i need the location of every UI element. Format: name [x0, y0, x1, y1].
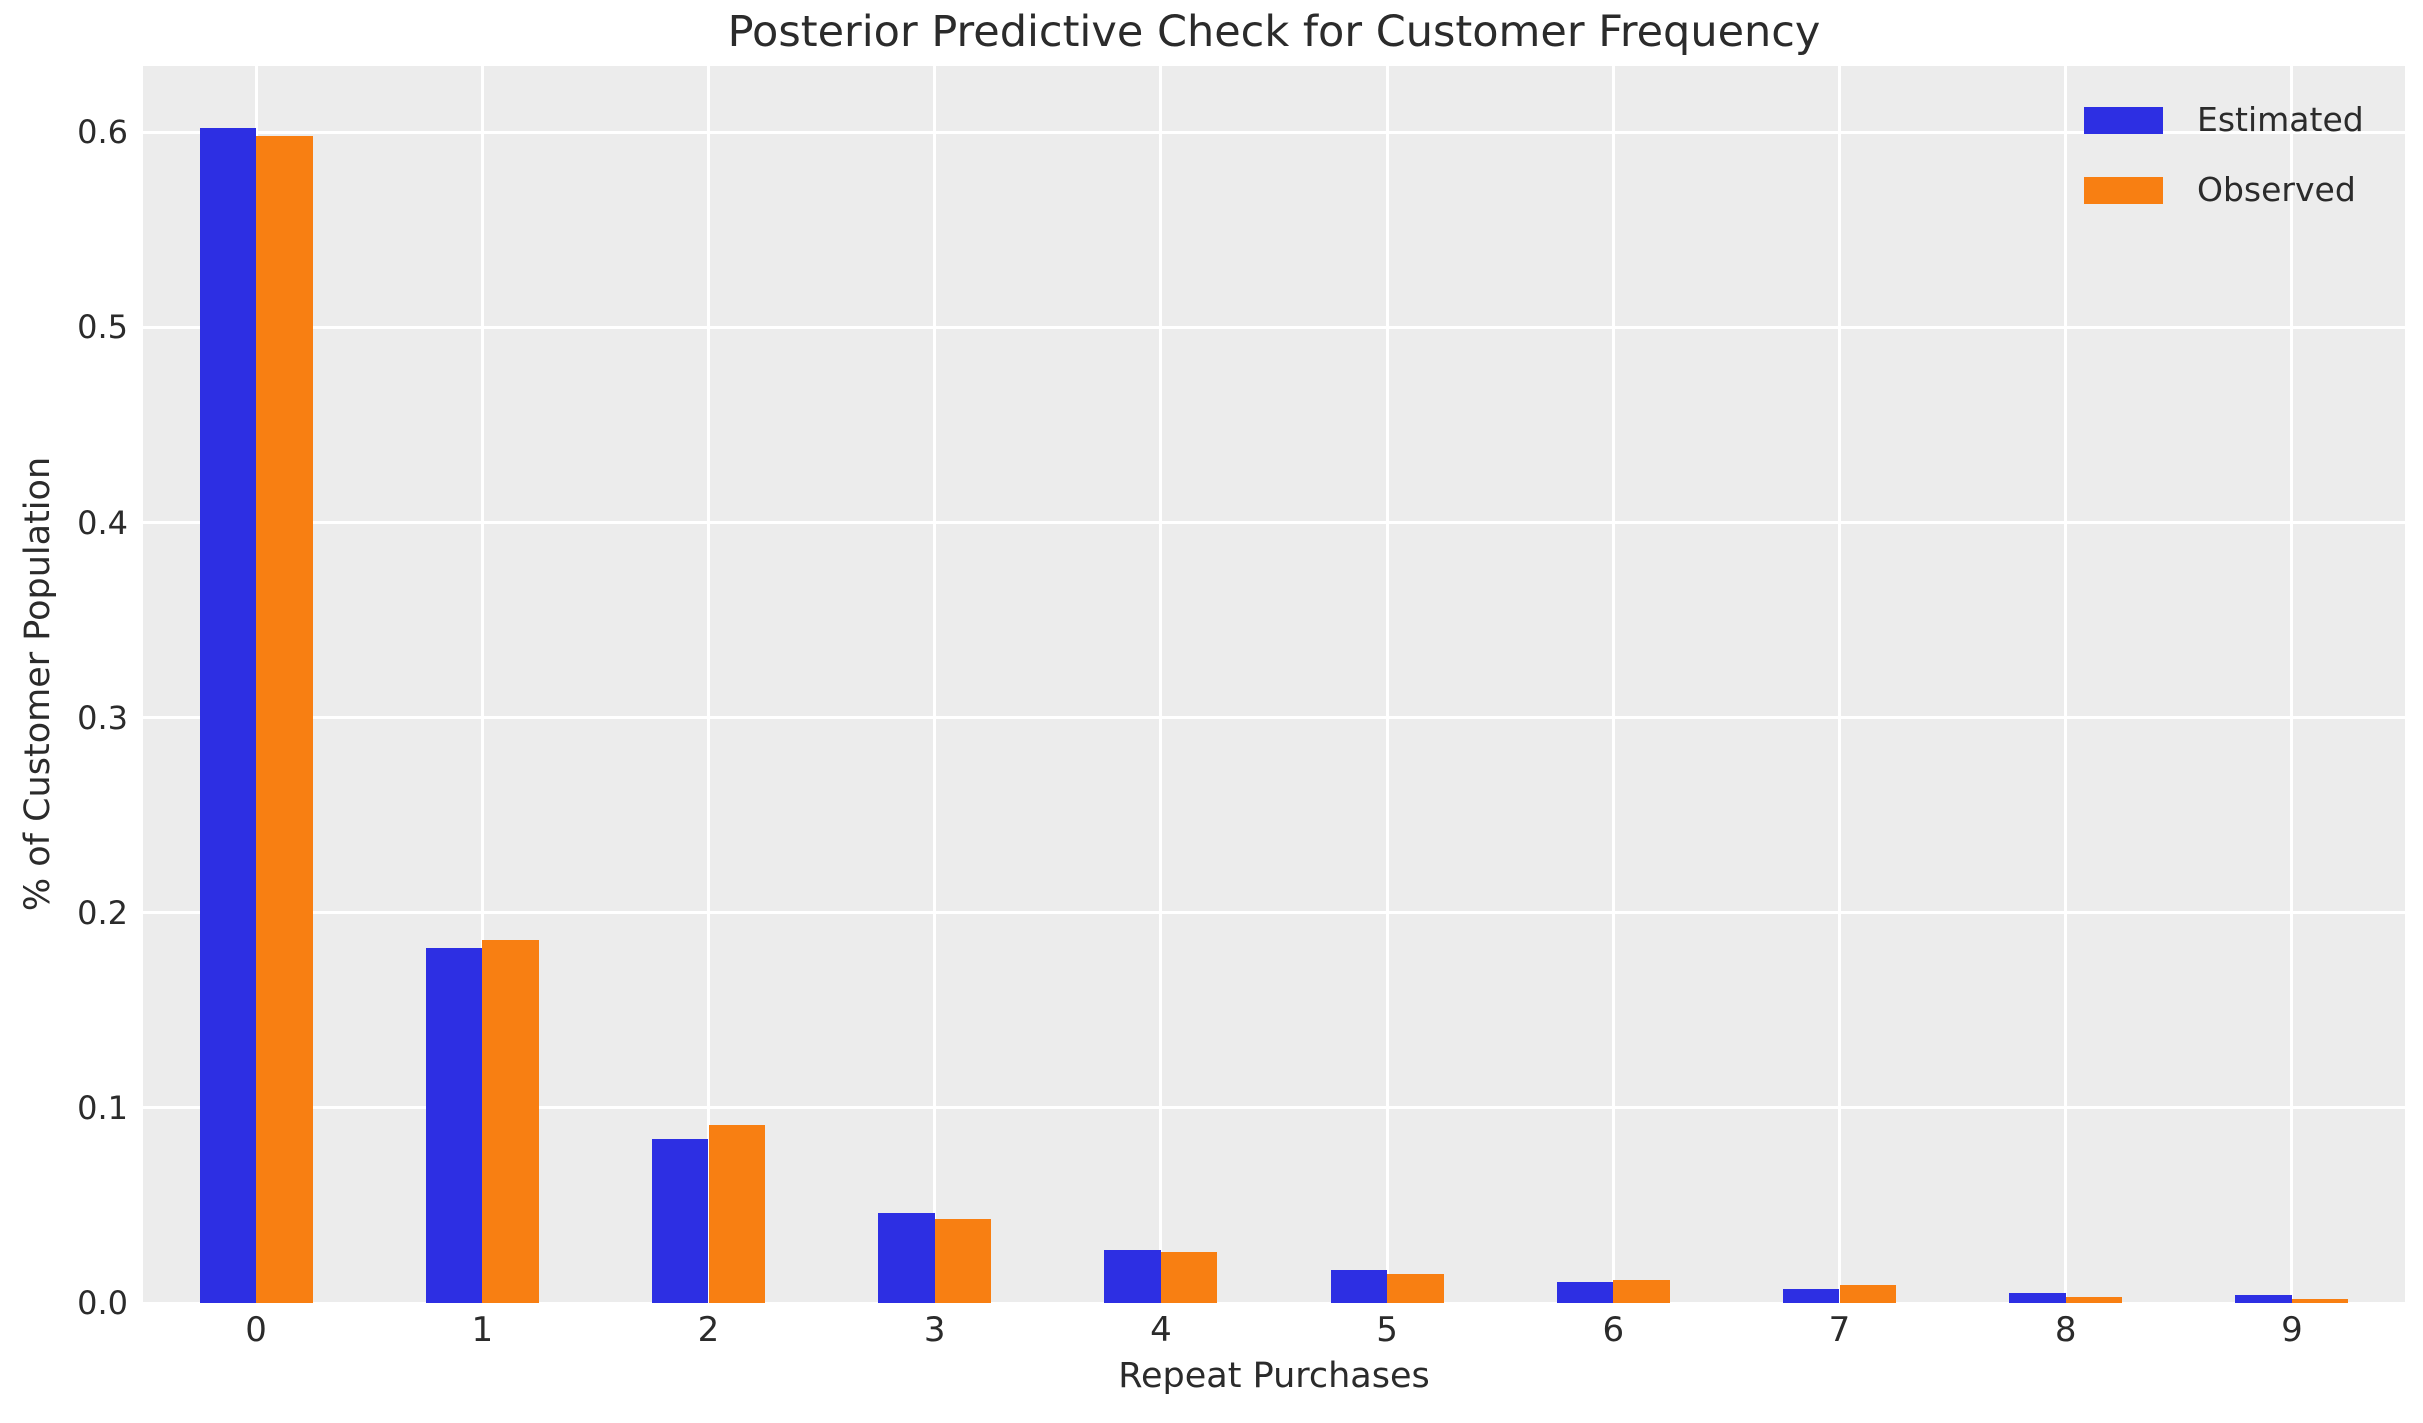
x-tick-label: 7: [1828, 1310, 1851, 1350]
gridline-horizontal: [143, 911, 2405, 915]
gridline-horizontal: [143, 130, 2405, 134]
bar-estimated-6: [1556, 1281, 1614, 1303]
y-tick-label: 0.2: [77, 893, 128, 932]
gridline-horizontal: [143, 325, 2405, 329]
gridline-horizontal: [143, 521, 2405, 525]
bar-estimated-7: [1782, 1289, 1840, 1303]
y-tick-label: 0.6: [77, 113, 128, 152]
x-tick-label: 9: [2281, 1310, 2303, 1350]
bar-observed-0: [256, 136, 313, 1303]
bar-estimated-4: [1104, 1250, 1161, 1303]
bar-estimated-8: [2009, 1293, 2066, 1303]
plot-area: Estimated Observed: [143, 66, 2405, 1303]
gridline-vertical: [1385, 66, 1389, 1303]
gridline-vertical: [1159, 66, 1163, 1303]
bar-observed-9: [2291, 1299, 2349, 1303]
legend: Estimated Observed: [2084, 100, 2375, 210]
gridline-vertical: [2064, 66, 2068, 1303]
x-axis-label: Repeat Purchases: [1118, 1356, 1430, 1396]
x-tick-label: 3: [923, 1310, 946, 1350]
legend-label-observed: Observed: [2197, 170, 2356, 209]
x-tick-label: 0: [245, 1310, 267, 1350]
x-tick-label: 1: [471, 1310, 494, 1350]
bar-observed-3: [934, 1219, 992, 1303]
gridline-vertical: [1838, 66, 1841, 1303]
x-tick-label: 6: [1602, 1310, 1625, 1350]
legend-swatch-estimated: [2084, 106, 2163, 134]
bar-estimated-3: [878, 1213, 935, 1303]
x-tick-label: 2: [697, 1310, 720, 1350]
y-tick-label: 0.4: [77, 503, 128, 542]
legend-label-estimated: Estimated: [2197, 100, 2364, 139]
gridline-vertical: [707, 66, 710, 1303]
gridline-vertical: [2290, 66, 2294, 1303]
bar-estimated-5: [1330, 1269, 1388, 1303]
y-tick-label: 0.1: [77, 1088, 128, 1127]
gridline-vertical: [480, 66, 484, 1303]
bar-estimated-9: [2235, 1295, 2292, 1303]
bar-observed-4: [1160, 1252, 1218, 1303]
bar-observed-6: [1613, 1279, 1670, 1303]
chart-title: Posterior Predictive Check for Customer …: [727, 7, 1821, 57]
legend-item-estimated: Estimated: [2084, 100, 2375, 140]
x-tick-label: 4: [1150, 1310, 1172, 1350]
gridline-vertical: [1611, 66, 1615, 1303]
bar-estimated-0: [199, 128, 257, 1303]
gridline-horizontal: [143, 716, 2405, 720]
y-tick-label: 0.0: [77, 1284, 128, 1322]
bar-estimated-1: [425, 947, 483, 1303]
x-tick-label: 5: [1376, 1310, 1398, 1350]
y-tick-label: 0.5: [77, 308, 128, 347]
legend-swatch-observed: [2084, 176, 2163, 204]
bar-observed-7: [1839, 1285, 1897, 1303]
y-tick-label: 0.3: [77, 698, 128, 737]
gridline-vertical: [933, 66, 937, 1303]
gridline-horizontal: [143, 1106, 2405, 1110]
bar-observed-8: [2065, 1297, 2123, 1303]
bar-observed-5: [1387, 1273, 1444, 1303]
legend-item-observed: Observed: [2084, 170, 2375, 210]
bar-observed-1: [482, 940, 539, 1303]
gridline-horizontal: [143, 1301, 2405, 1303]
bar-observed-2: [708, 1125, 766, 1303]
x-tick-label: 8: [2054, 1310, 2077, 1350]
bar-estimated-2: [651, 1139, 709, 1303]
